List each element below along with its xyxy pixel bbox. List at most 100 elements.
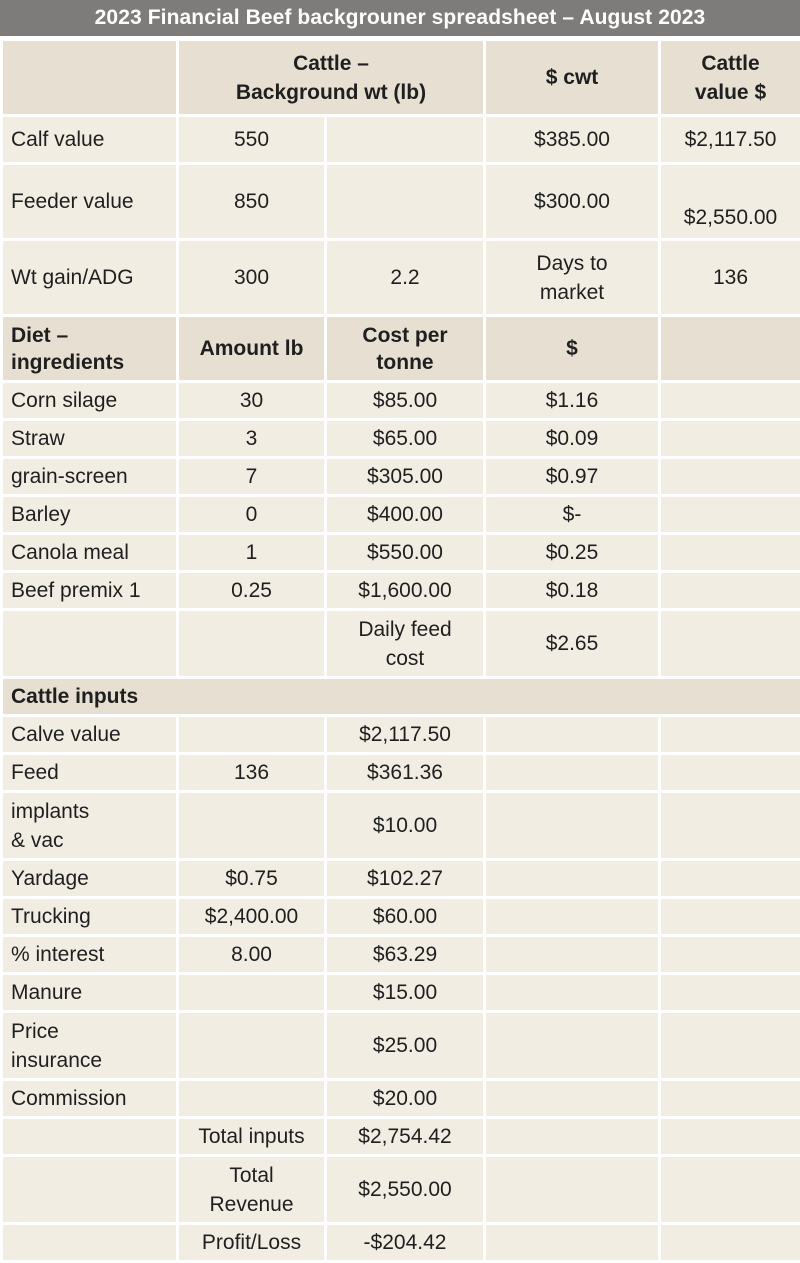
input-cost: $361.36 [326, 754, 485, 792]
diet-amount: 7 [178, 458, 326, 496]
diet-row: Straw 3 $65.00 $0.09 [2, 420, 800, 458]
empty-cell [660, 610, 800, 678]
empty-cell [660, 898, 800, 936]
inputs-section-heading: Cattle inputs [2, 678, 800, 716]
feeder-cwt: $300.00 [485, 164, 660, 240]
header-row: Cattle – Background wt (lb) $ cwt Cattle… [2, 40, 800, 116]
table-title: 2023 Financial Beef backgrouner spreadsh… [0, 0, 800, 38]
empty-cell [485, 1080, 660, 1118]
empty-cell [660, 458, 800, 496]
input-amount: 8.00 [178, 936, 326, 974]
diet-row: Canola meal 1 $550.00 $0.25 [2, 534, 800, 572]
daily-feed-value: $2.65 [485, 610, 660, 678]
empty-cell [660, 1080, 800, 1118]
gain-label: Wt gain/ADG [2, 240, 178, 316]
profit-loss-label: Profit/Loss [178, 1224, 326, 1262]
input-row: implants & vac $10.00 [2, 792, 800, 860]
diet-cost: $1,600.00 [326, 572, 485, 610]
calf-label: Calf value [2, 116, 178, 164]
inputs-header-row: Cattle inputs [2, 678, 800, 716]
calf-weight: 550 [178, 116, 326, 164]
diet-row: Beef premix 1 0.25 $1,600.00 $0.18 [2, 572, 800, 610]
diet-amount: 30 [178, 382, 326, 420]
input-amount: 136 [178, 754, 326, 792]
empty-cell [660, 974, 800, 1012]
days-to-market-label: Days to market [485, 240, 660, 316]
total-revenue-label: Total Revenue [178, 1156, 326, 1224]
diet-cost: $85.00 [326, 382, 485, 420]
empty-cell [485, 860, 660, 898]
diet-row: Barley 0 $400.00 $- [2, 496, 800, 534]
diet-header-cost: Cost per tonne [326, 316, 485, 382]
empty-cell [485, 1012, 660, 1080]
diet-header-ingredients: Diet – ingredients [2, 316, 178, 382]
empty-cell [660, 316, 800, 382]
input-name: Price insurance [2, 1012, 178, 1080]
input-cost: $10.00 [326, 792, 485, 860]
empty-cell [178, 610, 326, 678]
empty-cell [2, 1156, 178, 1224]
feeder-weight: 850 [178, 164, 326, 240]
feeder-value: $2,550.00 [660, 164, 800, 240]
header-background-weight: Cattle – Background wt (lb) [178, 40, 485, 116]
empty-cell [2, 1224, 178, 1262]
input-name: Manure [2, 974, 178, 1012]
empty-cell [485, 1224, 660, 1262]
diet-ingredient: Corn silage [2, 382, 178, 420]
input-name: Yardage [2, 860, 178, 898]
empty-cell [2, 1118, 178, 1156]
empty-cell [485, 1118, 660, 1156]
header-empty-cell [2, 40, 178, 116]
total-row: Total inputs $2,754.42 [2, 1118, 800, 1156]
feeder-row: Feeder value 850 $300.00 $2,550.00 [2, 164, 800, 240]
calf-cwt: $385.00 [485, 116, 660, 164]
diet-dollars: $0.18 [485, 572, 660, 610]
input-name: Trucking [2, 898, 178, 936]
input-name: Feed [2, 754, 178, 792]
empty-cell [485, 898, 660, 936]
diet-cost: $305.00 [326, 458, 485, 496]
empty-cell [485, 1156, 660, 1224]
input-cost: $15.00 [326, 974, 485, 1012]
gain-weight: 300 [178, 240, 326, 316]
calf-row: Calf value 550 $385.00 $2,117.50 [2, 116, 800, 164]
diet-ingredient: grain-screen [2, 458, 178, 496]
diet-dollars: $0.09 [485, 420, 660, 458]
diet-row: grain-screen 7 $305.00 $0.97 [2, 458, 800, 496]
empty-cell [660, 860, 800, 898]
diet-dollars: $1.16 [485, 382, 660, 420]
input-row: Yardage $0.75 $102.27 [2, 860, 800, 898]
total-row: Profit/Loss -$204.42 [2, 1224, 800, 1262]
empty-cell [660, 1012, 800, 1080]
empty-cell [326, 116, 485, 164]
input-amount [178, 1080, 326, 1118]
diet-dollars: $0.25 [485, 534, 660, 572]
diet-amount: 1 [178, 534, 326, 572]
input-amount [178, 792, 326, 860]
empty-cell [660, 936, 800, 974]
input-row: Commission $20.00 [2, 1080, 800, 1118]
total-inputs-label: Total inputs [178, 1118, 326, 1156]
total-row: Total Revenue $2,550.00 [2, 1156, 800, 1224]
empty-cell [660, 716, 800, 754]
input-name: Commission [2, 1080, 178, 1118]
input-name: % interest [2, 936, 178, 974]
empty-cell [660, 572, 800, 610]
diet-header-row: Diet – ingredients Amount lb Cost per to… [2, 316, 800, 382]
input-row: Price insurance $25.00 [2, 1012, 800, 1080]
empty-cell [660, 1118, 800, 1156]
empty-cell [660, 534, 800, 572]
financial-table: Cattle – Background wt (lb) $ cwt Cattle… [0, 38, 800, 1263]
daily-feed-label: Daily feed cost [326, 610, 485, 678]
empty-cell [660, 382, 800, 420]
input-cost: $2,117.50 [326, 716, 485, 754]
input-cost: $102.27 [326, 860, 485, 898]
diet-ingredient: Barley [2, 496, 178, 534]
empty-cell [660, 754, 800, 792]
empty-cell [660, 496, 800, 534]
input-row: Calve value $2,117.50 [2, 716, 800, 754]
diet-amount: 0.25 [178, 572, 326, 610]
input-cost: $25.00 [326, 1012, 485, 1080]
profit-loss-value: -$204.42 [326, 1224, 485, 1262]
input-cost: $20.00 [326, 1080, 485, 1118]
